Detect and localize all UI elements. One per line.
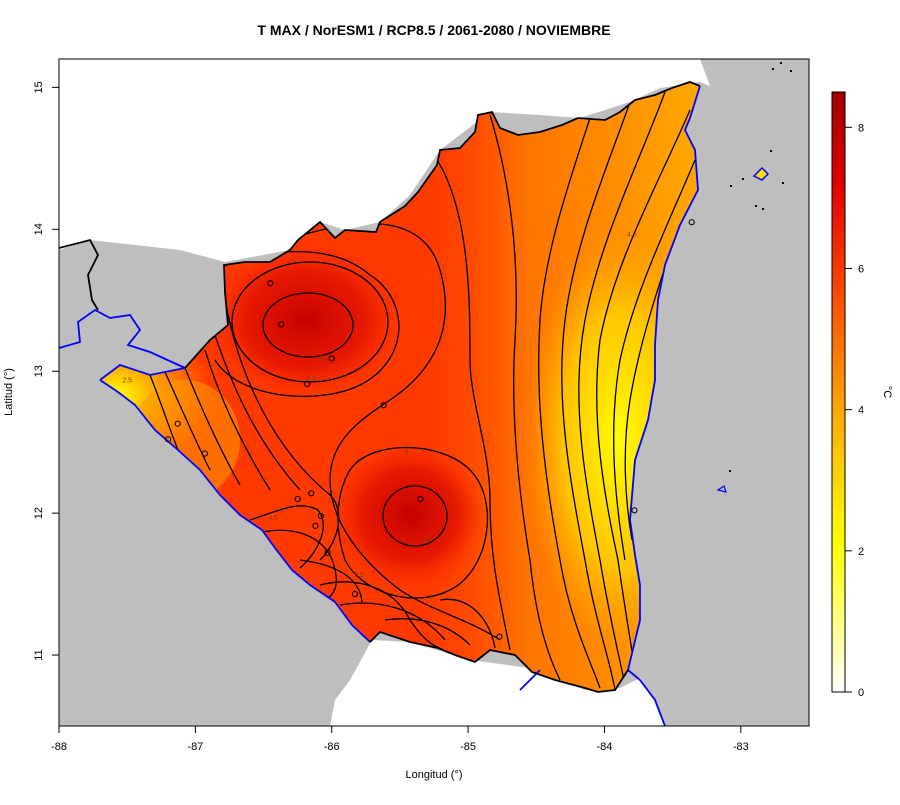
y-axis: 11 12 13 14 15 [33,81,59,661]
station-marker [164,436,172,443]
stations [164,219,695,640]
cays [729,62,792,472]
island-speck [716,485,727,493]
colorbar [831,91,846,693]
contour-labels: 6.5 6.5 6 5.5 4.5 4.5 5.5 2.5 [122,231,636,579]
colorbar-tick-label: 8 [858,122,864,134]
station-marker [294,495,301,503]
map-title: T MAX / NorESM1 / RCP8.5 / 2061-2080 / N… [257,22,610,38]
contour-label: 2.5 [122,378,132,385]
x-tick-label: -87 [187,741,203,753]
station-marker [417,495,424,503]
station-marker [308,490,315,497]
y-tick-label: 13 [33,365,45,377]
contour-lines [149,91,696,691]
country-border [59,81,701,693]
contour-label: 4.5 [268,515,278,522]
contour-label: 6.5 [320,355,330,362]
station-marker [328,355,335,362]
x-axis-label: Longitud (°) [406,769,463,781]
colorbar-tick-label: 6 [858,263,864,275]
x-tick-label: -85 [460,741,476,753]
island-corn [752,166,770,181]
y-tick-label: 11 [33,649,45,660]
y-tick-label: 14 [33,223,45,235]
x-axis: -88 -87 -86 -85 -84 -83 [51,726,749,753]
contour-label: 6.5 [306,376,316,383]
station-marker [688,219,695,226]
contour-label: 4.5 [627,231,637,238]
map-panel: 6.5 6.5 6 5.5 4.5 4.5 5.5 2.5 [59,59,809,726]
contour-label: 6 [405,449,409,456]
x-tick-label: -83 [733,741,749,753]
station-marker [631,507,638,514]
station-marker [267,280,274,287]
colorbar-ticks: 0 2 4 6 8 [845,122,864,699]
station-marker [304,380,311,388]
y-axis-label: Latitud (°) [3,368,15,416]
station-marker [312,522,319,530]
contour-label: 5.5 [422,537,432,544]
colorbar-tick-label: 0 [858,687,864,699]
colorbar-tick-label: 2 [858,546,864,558]
plot-frame [58,58,810,727]
y-tick-label: 15 [33,81,45,93]
y-tick-label: 12 [33,507,45,519]
x-tick-label: -84 [597,741,613,753]
coastline [59,85,701,726]
station-marker [174,420,181,427]
station-marker [496,633,503,640]
x-tick-label: -88 [51,741,67,753]
x-tick-label: -86 [324,741,340,753]
station-marker [380,402,387,409]
colorbar-tick-label: 4 [858,405,864,417]
station-marker [317,512,324,520]
station-marker [278,321,285,328]
neighbour-land-south [330,640,665,726]
station-marker [351,590,359,598]
station-marker [201,450,209,457]
neighbour-land-north [59,59,710,262]
station-marker [324,549,331,556]
contour-label: 5.5 [354,572,364,579]
colorbar-unit: °C [881,386,893,398]
